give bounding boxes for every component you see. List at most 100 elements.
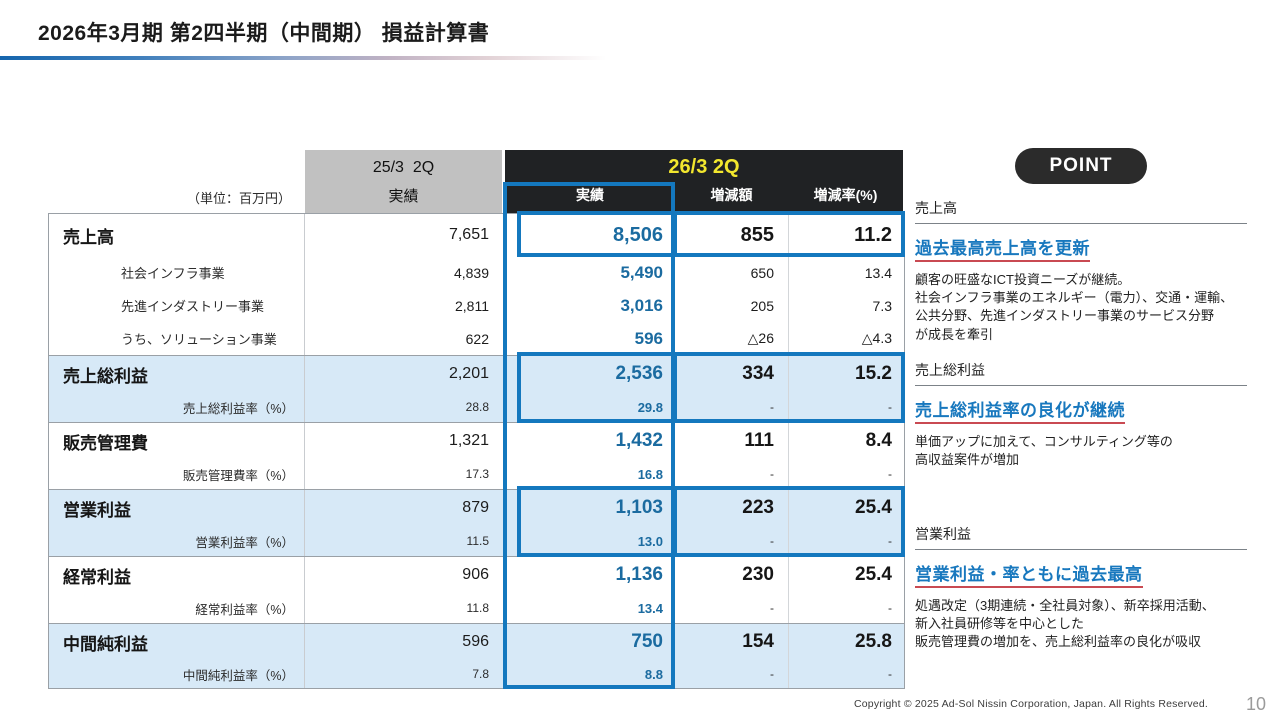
delta-value: 205 bbox=[750, 297, 774, 314]
actual-value: 8.8 bbox=[644, 666, 663, 682]
point-section-body: 単価アップに加えて、コンサルティング等の 高収益案件が増加 bbox=[915, 434, 1173, 468]
row-label: 販売管理費率（%） bbox=[49, 459, 305, 489]
point-section-operating-profit: 営業利益 営業利益・率ともに過去最高 処遇改定（3期連続・全社員対象）、新卒採用… bbox=[915, 524, 1247, 652]
row-label: 売上高 bbox=[49, 214, 305, 256]
prev-value: 11.8 bbox=[466, 601, 489, 615]
col-header-delta-rate: 増減率(%) bbox=[813, 187, 878, 203]
delta-rate-value: - bbox=[788, 459, 904, 489]
prev-value: 11.5 bbox=[466, 534, 489, 548]
actual-value: 13.0 bbox=[637, 533, 663, 549]
point-section-heading: 営業利益 bbox=[915, 524, 1247, 550]
prev-value: 906 bbox=[462, 566, 489, 583]
prev-period-header: 25/3 2Q 実績 bbox=[305, 150, 502, 213]
delta-value: △26 bbox=[747, 330, 774, 346]
table-row: 中間純利益 596 750 154 25.8 bbox=[49, 623, 904, 660]
delta-value: - bbox=[770, 467, 774, 481]
delta-rate-value: 25.4 bbox=[788, 490, 904, 526]
table-row: 中間純利益率（%） 7.8 8.8 - - bbox=[49, 660, 904, 688]
point-section-gross-profit: 売上総利益 売上総利益率の良化が継続 単価アップに加えて、コンサルティング等の … bbox=[915, 360, 1247, 469]
prev-value: 7,651 bbox=[448, 226, 489, 243]
point-section-headline: 営業利益・率ともに過去最高 bbox=[915, 560, 1143, 588]
table-row: 営業利益 879 1,103 223 25.4 bbox=[49, 489, 904, 526]
prev-value: 7.8 bbox=[472, 667, 489, 681]
page-title: 2026年3月期 第2四半期（中間期） 損益計算書 bbox=[38, 22, 490, 45]
delta-value: 223 bbox=[742, 497, 774, 518]
table-row: 先進インダストリー事業 2,811 3,016 205 7.3 bbox=[49, 289, 904, 322]
title-gradient-rule bbox=[0, 56, 625, 60]
table-row: 社会インフラ事業 4,839 5,490 650 13.4 bbox=[49, 256, 904, 289]
prev-value: 4,839 bbox=[453, 264, 489, 281]
prev-period-sublabel: 実績 bbox=[388, 188, 419, 205]
delta-rate-value: 7.3 bbox=[788, 289, 904, 322]
row-label: 経常利益 bbox=[49, 557, 305, 593]
page-number: 10 bbox=[1245, 694, 1266, 714]
delta-value: - bbox=[770, 667, 774, 681]
point-panel: POINT 売上高 過去最高売上高を更新 顧客の旺盛なICT投資ニーズが継続。 … bbox=[915, 148, 1247, 688]
table-row: 売上高 7,651 8,506 855 11.2 bbox=[49, 214, 904, 256]
delta-value: - bbox=[770, 601, 774, 615]
prev-period-label: 25/3 2Q bbox=[372, 158, 435, 176]
table-row: 営業利益率（%） 11.5 13.0 - - bbox=[49, 526, 904, 556]
current-period-header: 26/3 2Q 実績 増減額 増減率(%) bbox=[505, 150, 903, 213]
table-body: 売上高 7,651 8,506 855 11.2 社会インフラ事業 4,839 5,490 65… bbox=[48, 213, 905, 689]
prev-value: 2,201 bbox=[448, 365, 489, 382]
delta-rate-value: - bbox=[788, 593, 904, 623]
pl-statement-table: （単位：百万円） 25/3 2Q 実績 26/3 2Q 実績 増減額 増減率(%… bbox=[48, 150, 905, 691]
delta-rate-value: 25.4 bbox=[788, 557, 904, 593]
unit-label: （単位：百万円） bbox=[186, 191, 291, 206]
table-row: 経常利益率（%） 11.8 13.4 - - bbox=[49, 593, 904, 623]
row-label: 経常利益率（%） bbox=[49, 593, 305, 623]
delta-rate-value: 25.8 bbox=[788, 624, 904, 660]
prev-value: 28.8 bbox=[465, 400, 489, 414]
actual-value: 3,016 bbox=[620, 295, 663, 315]
delta-rate-value: - bbox=[788, 526, 904, 556]
actual-value: 8,506 bbox=[612, 223, 663, 246]
delta-value: 855 bbox=[740, 223, 774, 246]
table-row: 経常利益 906 1,136 230 25.4 bbox=[49, 556, 904, 593]
prev-value: 622 bbox=[465, 330, 489, 347]
delta-value: 334 bbox=[742, 363, 774, 384]
delta-rate-value: 13.4 bbox=[788, 256, 904, 289]
delta-rate-value: - bbox=[788, 392, 904, 422]
delta-value: 154 bbox=[742, 631, 774, 652]
row-label: 売上総利益率（%） bbox=[49, 392, 305, 422]
row-label: うち、ソリューション事業 bbox=[49, 322, 305, 355]
header-gap bbox=[502, 150, 505, 213]
point-section-body: 処遇改定（3期連続・全社員対象）、新卒採用活動、 新入社員研修等を中心とした 販… bbox=[915, 598, 1215, 650]
delta-value: 650 bbox=[750, 264, 774, 281]
delta-value: 230 bbox=[742, 564, 774, 585]
col-header-delta: 増減額 bbox=[710, 187, 753, 203]
point-section-heading: 売上総利益 bbox=[915, 360, 1247, 386]
delta-value: 111 bbox=[744, 430, 774, 451]
point-badge: POINT bbox=[1015, 148, 1147, 184]
point-section-headline: 売上総利益率の良化が継続 bbox=[915, 396, 1125, 424]
table-row: 販売管理費率（%） 17.3 16.8 - - bbox=[49, 459, 904, 489]
actual-value: 13.4 bbox=[637, 600, 663, 616]
delta-rate-value: 11.2 bbox=[788, 214, 904, 256]
delta-value: - bbox=[770, 534, 774, 548]
delta-rate-value: - bbox=[788, 660, 904, 688]
row-label: 営業利益率（%） bbox=[49, 526, 305, 556]
delta-rate-value: 15.2 bbox=[788, 356, 904, 392]
actual-value: 596 bbox=[634, 328, 663, 348]
row-label: 中間純利益 bbox=[49, 624, 305, 660]
col-header-actual: 実績 bbox=[576, 187, 604, 203]
prev-value: 17.3 bbox=[465, 467, 489, 481]
row-label: 売上総利益 bbox=[49, 356, 305, 392]
actual-value: 750 bbox=[631, 631, 663, 652]
delta-value: - bbox=[770, 400, 774, 414]
row-label: 販売管理費 bbox=[49, 423, 305, 459]
actual-value: 5,490 bbox=[620, 262, 663, 282]
row-label: 先進インダストリー事業 bbox=[49, 289, 305, 322]
table-header: （単位：百万円） 25/3 2Q 実績 26/3 2Q 実績 増減額 増減率(%… bbox=[48, 150, 905, 213]
table-row: うち、ソリューション事業 622 596 △26 △4.3 bbox=[49, 322, 904, 355]
row-label: 社会インフラ事業 bbox=[49, 256, 305, 289]
actual-value: 1,136 bbox=[615, 564, 663, 585]
point-section-sales: 売上高 過去最高売上高を更新 顧客の旺盛なICT投資ニーズが継続。 社会インフラ… bbox=[915, 198, 1247, 344]
delta-rate-value: △4.3 bbox=[788, 322, 904, 355]
table-row: 売上総利益率（%） 28.8 29.8 - - bbox=[49, 392, 904, 422]
actual-value: 16.8 bbox=[637, 466, 663, 482]
prev-value: 596 bbox=[462, 633, 489, 650]
point-section-headline: 過去最高売上高を更新 bbox=[915, 234, 1090, 262]
